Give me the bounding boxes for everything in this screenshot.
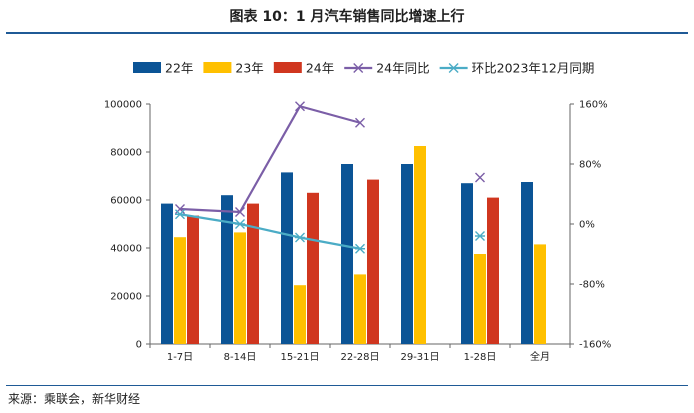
bar-23年 xyxy=(234,232,246,344)
bar-23年 xyxy=(534,244,546,344)
bar-24年 xyxy=(307,192,319,344)
left-tick-label: 100000 xyxy=(104,100,142,111)
bar-22年 xyxy=(161,203,173,344)
legend-swatch-23年 xyxy=(203,62,232,73)
legend-label-22年: 22年 xyxy=(165,61,193,76)
ticks: 0 20000 40000 60000 80000 100000 -160% -80% 0% 80… xyxy=(104,100,611,364)
marker-24年同比 xyxy=(475,172,485,183)
right-tick-label: -160% xyxy=(579,340,611,351)
bars xyxy=(161,146,546,344)
x-tick-label: 8-14日 xyxy=(224,352,257,363)
bar-22年 xyxy=(401,164,413,344)
title-rule xyxy=(6,32,688,34)
x-tick-label: 15-21日 xyxy=(280,352,319,363)
right-tick-label: 80% xyxy=(579,160,601,171)
source-rule xyxy=(6,385,688,386)
marker-24年同比 xyxy=(295,101,305,112)
left-tick-label: 40000 xyxy=(110,244,142,255)
bar-22年 xyxy=(281,172,293,344)
chart-title: 图表 10：1 月汽车销售同比增速上行 xyxy=(229,9,465,25)
lines xyxy=(175,101,485,254)
x-tick-label: 29-31日 xyxy=(400,352,439,363)
right-tick-label: 160% xyxy=(579,100,608,111)
bar-22年 xyxy=(341,164,353,344)
right-tick-label: 0% xyxy=(579,220,595,231)
legend-label-24年同比: 24年同比 xyxy=(376,61,429,76)
left-tick-label: 20000 xyxy=(110,292,142,303)
legend-label-环比2023年12月同期: 环比2023年12月同期 xyxy=(472,61,595,76)
x-tick-label: 22-28日 xyxy=(340,352,379,363)
bar-23年 xyxy=(294,285,306,344)
legend-label-23年: 23年 xyxy=(235,61,263,76)
bar-24年 xyxy=(367,179,379,344)
legend-swatch-24年 xyxy=(273,62,302,73)
legend-label-24年: 24年 xyxy=(306,61,334,76)
bar-22年 xyxy=(461,183,473,344)
line-环比2023年12月同期 xyxy=(179,213,361,250)
marker-环比2023年12月同期 xyxy=(175,209,185,220)
marker-环比2023年12月同期 xyxy=(355,243,365,254)
left-tick-label: 0 xyxy=(136,340,142,351)
bar-23年 xyxy=(414,146,426,344)
bar-24年 xyxy=(487,197,499,344)
bar-23年 xyxy=(354,274,366,344)
bar-24年 xyxy=(247,203,259,344)
source-note: 来源：乘联会，新华财经 xyxy=(8,392,141,406)
marker-环比2023年12月同期 xyxy=(295,232,305,243)
bar-24年 xyxy=(187,215,199,344)
legend: 22年 23年 24年 24年同比 环比2023年12月同期 xyxy=(133,61,594,76)
marker-24年同比 xyxy=(355,117,365,128)
marker-环比2023年12月同期 xyxy=(235,219,245,229)
x-tick-label: 全月 xyxy=(530,350,550,363)
bar-22年 xyxy=(221,195,233,344)
bar-23年 xyxy=(174,237,186,344)
line-24年同比 xyxy=(179,104,361,214)
legend-marker-环比2023年12月同期 xyxy=(448,63,459,73)
marker-环比2023年12月同期 xyxy=(475,231,485,241)
legend-marker-24年同比 xyxy=(353,63,364,73)
x-tick-label: 1-7日 xyxy=(167,352,193,363)
x-tick-label: 1-28日 xyxy=(464,352,497,363)
right-tick-label: -80% xyxy=(579,280,605,291)
legend-swatch-22年 xyxy=(133,62,161,73)
bar-22年 xyxy=(521,182,533,344)
marker-24年同比 xyxy=(235,207,245,217)
left-tick-label: 80000 xyxy=(110,148,142,159)
bar-23年 xyxy=(474,254,486,344)
left-tick-label: 60000 xyxy=(110,196,142,207)
